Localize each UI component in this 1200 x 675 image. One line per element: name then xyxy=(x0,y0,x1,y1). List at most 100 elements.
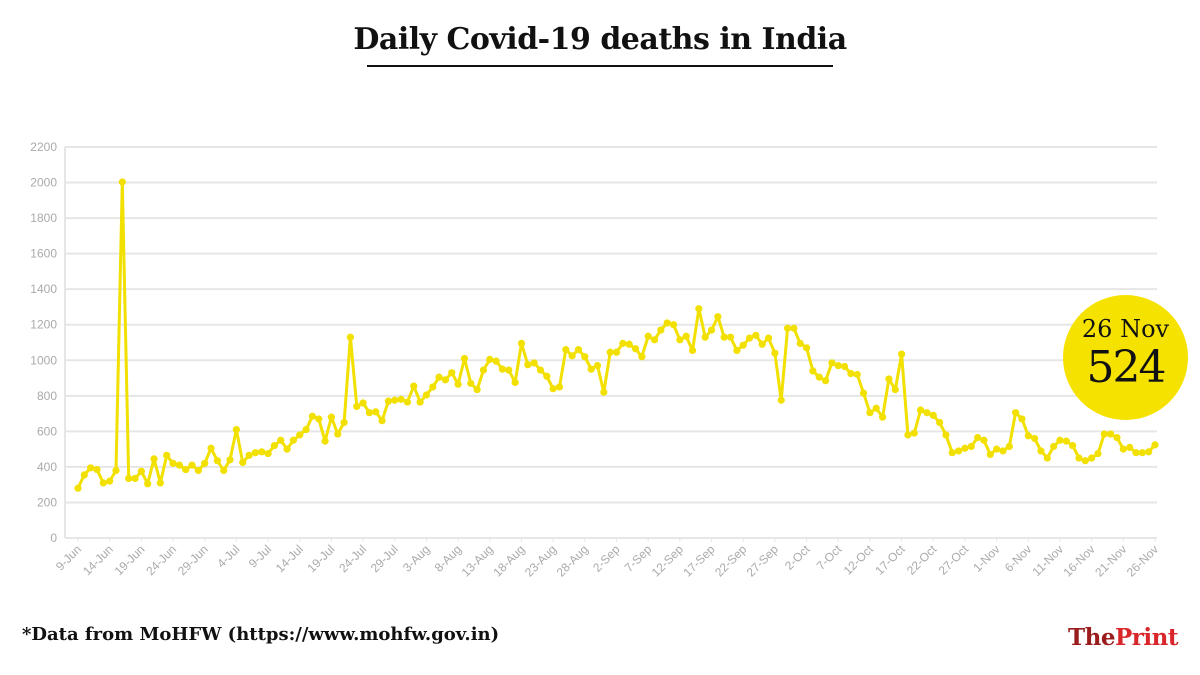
data-point xyxy=(955,447,963,455)
data-point xyxy=(726,333,735,341)
x-tick-label: 9-Jul xyxy=(246,542,274,570)
data-point xyxy=(1062,437,1070,445)
y-tick-label: 800 xyxy=(37,389,57,403)
chart-title: Daily Covid-19 deaths in India xyxy=(353,22,847,57)
data-point xyxy=(790,324,798,332)
logo-print: Print xyxy=(1115,624,1179,651)
data-point xyxy=(695,305,703,313)
data-point xyxy=(245,451,253,459)
data-point xyxy=(929,411,937,419)
data-point xyxy=(283,445,291,453)
data-point xyxy=(213,457,221,465)
data-point xyxy=(182,465,190,474)
y-tick-label: 1200 xyxy=(30,318,57,332)
data-point xyxy=(486,355,494,363)
data-point xyxy=(524,361,532,369)
data-point xyxy=(467,379,475,387)
data-point xyxy=(258,448,266,456)
data-point xyxy=(625,340,633,348)
data-point xyxy=(391,396,399,404)
data-point xyxy=(1043,454,1051,462)
data-point xyxy=(435,373,443,381)
y-tick-label: 1800 xyxy=(30,211,57,225)
x-tick-label: 14-Jun xyxy=(80,542,116,578)
data-point xyxy=(422,391,431,399)
data-point xyxy=(885,375,893,383)
callout-value: 524 xyxy=(1086,342,1167,393)
data-point xyxy=(125,474,133,483)
x-tick-label: 13-Aug xyxy=(459,542,496,579)
series-line xyxy=(76,180,1157,489)
data-point xyxy=(334,430,342,438)
data-point xyxy=(872,404,880,412)
data-point xyxy=(1050,442,1058,451)
data-point xyxy=(302,425,310,434)
latest-value-callout: 26 Nov 524 xyxy=(1063,295,1188,420)
data-point xyxy=(897,350,906,358)
data-point xyxy=(175,461,183,469)
x-tick-label: 22-Oct xyxy=(904,542,940,578)
x-tick-label: 11-Nov xyxy=(1029,542,1066,579)
data-point xyxy=(232,425,240,434)
data-point xyxy=(783,324,792,332)
data-point xyxy=(144,480,152,488)
data-point xyxy=(688,346,697,355)
data-point xyxy=(207,444,215,452)
data-point xyxy=(1100,430,1108,438)
data-point xyxy=(739,341,747,349)
data-point xyxy=(701,333,709,341)
data-point xyxy=(853,370,861,379)
data-point xyxy=(771,349,779,357)
data-point xyxy=(936,418,944,427)
data-point xyxy=(1018,415,1026,423)
theprint-logo: ThePrint xyxy=(1068,624,1178,651)
data-point xyxy=(549,385,557,393)
data-point xyxy=(657,326,665,334)
x-tick-label: 12-Sep xyxy=(649,542,686,579)
data-point xyxy=(581,353,589,361)
data-point xyxy=(359,399,367,407)
x-tick-label: 29-Jun xyxy=(175,542,211,578)
data-point xyxy=(796,339,804,347)
x-tick-label: 24-Jul xyxy=(336,542,369,575)
data-point xyxy=(1132,449,1140,457)
data-point xyxy=(891,385,899,394)
y-tick-label: 200 xyxy=(37,495,57,509)
y-tick-label: 2000 xyxy=(30,176,57,190)
y-tick-label: 400 xyxy=(37,460,57,474)
data-point xyxy=(676,336,684,344)
data-point xyxy=(847,370,855,378)
title-underline xyxy=(367,65,833,67)
data-point xyxy=(720,333,728,341)
data-point xyxy=(473,385,481,394)
x-tick-label: 3-Aug xyxy=(400,542,433,575)
data-point xyxy=(904,431,912,439)
data-point xyxy=(346,333,355,341)
data-point xyxy=(733,346,741,355)
data-point xyxy=(353,402,361,411)
data-point xyxy=(492,357,500,365)
data-point xyxy=(644,332,652,340)
data-point xyxy=(663,319,671,327)
data-point xyxy=(99,479,107,487)
data-point xyxy=(777,396,785,404)
data-point xyxy=(802,344,811,352)
data-point xyxy=(638,353,646,361)
data-point xyxy=(993,445,1001,453)
data-point xyxy=(365,409,374,417)
data-point xyxy=(498,365,507,373)
x-tick-label: 19-Jun xyxy=(112,542,148,578)
data-point xyxy=(194,466,202,475)
data-point xyxy=(517,339,526,347)
data-point xyxy=(270,441,278,450)
x-tick-label: 16-Nov xyxy=(1061,542,1098,579)
data-point xyxy=(384,397,393,405)
data-point xyxy=(1081,457,1089,465)
data-point xyxy=(239,458,247,467)
data-point xyxy=(1151,441,1159,449)
data-point xyxy=(74,484,82,492)
data-point xyxy=(118,178,126,186)
data-point xyxy=(980,436,988,444)
data-point xyxy=(220,466,228,475)
data-point xyxy=(923,409,931,417)
